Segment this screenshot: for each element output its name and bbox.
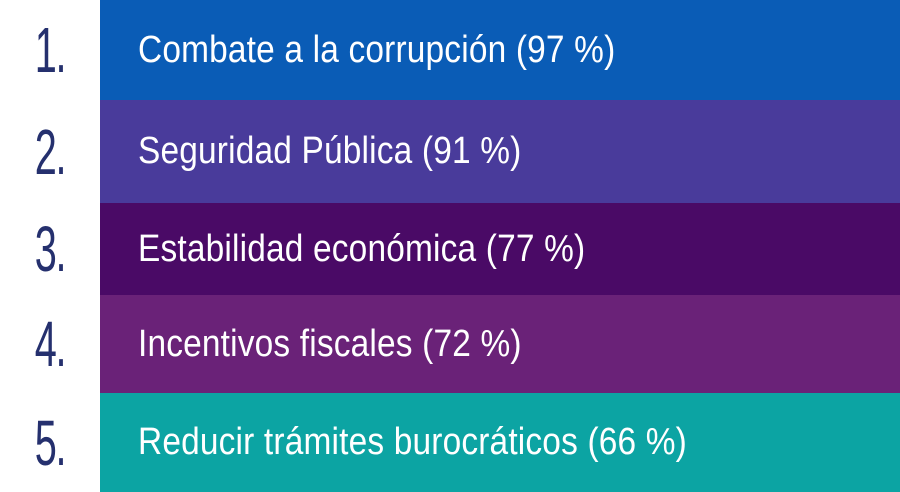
list-item-1: 1. Combate a la corrupción (97 %) (0, 0, 900, 100)
item-bar: Seguridad Pública (91 %) (100, 100, 900, 203)
item-number: 1. (34, 14, 67, 86)
item-label: Seguridad Pública (91 %) (138, 130, 522, 172)
item-number: 4. (34, 308, 67, 380)
list-item-2: 2. Seguridad Pública (91 %) (0, 100, 900, 203)
item-label: Incentivos fiscales (72 %) (138, 322, 522, 365)
item-number: 2. (34, 115, 67, 188)
list-item-5: 5. Reducir trámites burocráticos (66 %) (0, 393, 900, 492)
item-label: Reducir trámites burocráticos (66 %) (138, 421, 687, 463)
item-label: Combate a la corrupción (97 %) (138, 28, 616, 71)
item-bar: Incentivos fiscales (72 %) (100, 295, 900, 393)
item-bar: Estabilidad económica (77 %) (100, 203, 900, 295)
item-bar: Combate a la corrupción (97 %) (100, 0, 900, 100)
item-label: Estabilidad económica (77 %) (138, 227, 586, 270)
list-item-3: 3. Estabilidad económica (77 %) (0, 203, 900, 295)
list-item-4: 4. Incentivos fiscales (72 %) (0, 295, 900, 393)
item-bar: Reducir trámites burocráticos (66 %) (100, 393, 900, 492)
item-number: 5. (34, 406, 67, 479)
item-number: 3. (34, 213, 67, 285)
